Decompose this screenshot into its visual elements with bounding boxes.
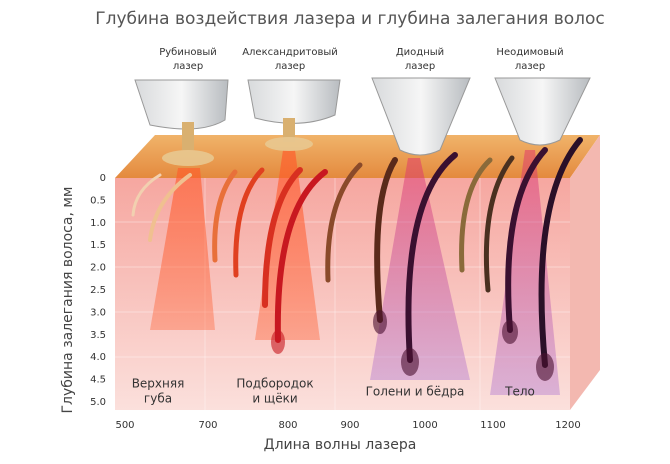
laser-name: лазер — [275, 61, 305, 72]
beam — [150, 168, 215, 330]
y-tick-label: 2.0 — [90, 263, 106, 274]
title: Глубина воздействия лазера и глубина зал… — [95, 9, 605, 29]
x-tick-label: 800 — [278, 420, 297, 431]
y-tick-label: 3.5 — [90, 330, 106, 341]
laser-name: лазер — [173, 61, 203, 72]
y-tick-label: 1.5 — [90, 240, 106, 251]
y-axis-label: Глубина залегания волоса, мм — [60, 187, 76, 414]
region-label: Тело — [504, 385, 535, 399]
laser-name: Рубиновый — [159, 47, 217, 58]
region-label: и щёки — [252, 392, 297, 406]
laser-devices — [134, 77, 591, 166]
y-tick-label: 0 — [100, 173, 106, 184]
y-tick-label: 5.0 — [90, 397, 106, 408]
y-tick-label: 0.5 — [90, 195, 106, 206]
region-label: Подбородок — [236, 377, 313, 391]
laser-name: Неодимовый — [496, 47, 563, 58]
skin-top — [115, 135, 600, 178]
x-tick-label: 1100 — [480, 420, 505, 431]
region-label: губа — [144, 392, 172, 406]
laser-name: Диодный — [396, 47, 444, 58]
x-tick-label: 1000 — [412, 420, 437, 431]
x-tick-label: 500 — [115, 420, 134, 431]
x-tick-label: 900 — [340, 420, 359, 431]
laser-name: лазер — [405, 61, 435, 72]
y-tick-label: 4.0 — [90, 352, 106, 363]
region-label: Голени и бёдра — [366, 385, 465, 399]
laser-name: Александритовый — [242, 47, 338, 58]
ticks: 0 0.5 1.0 1.5 2.0 2.5 3.0 3.5 4.0 4.5 5.0 500 700 800… — [90, 173, 581, 431]
x-axis-label: Длина волны лазера — [264, 437, 417, 453]
bulbs — [271, 310, 554, 381]
skin-side — [570, 135, 600, 410]
x-tick-label: 1200 — [555, 420, 580, 431]
beam — [370, 158, 470, 380]
region-label: Верхняя — [132, 377, 185, 391]
y-tick-label: 4.5 — [90, 375, 106, 386]
y-tick-label: 2.5 — [90, 285, 106, 296]
y-tick-label: 3.0 — [90, 307, 106, 318]
laser-name: лазер — [515, 61, 545, 72]
x-tick-label: 700 — [198, 420, 217, 431]
y-tick-label: 1.0 — [90, 218, 106, 229]
hairs — [131, 137, 583, 368]
